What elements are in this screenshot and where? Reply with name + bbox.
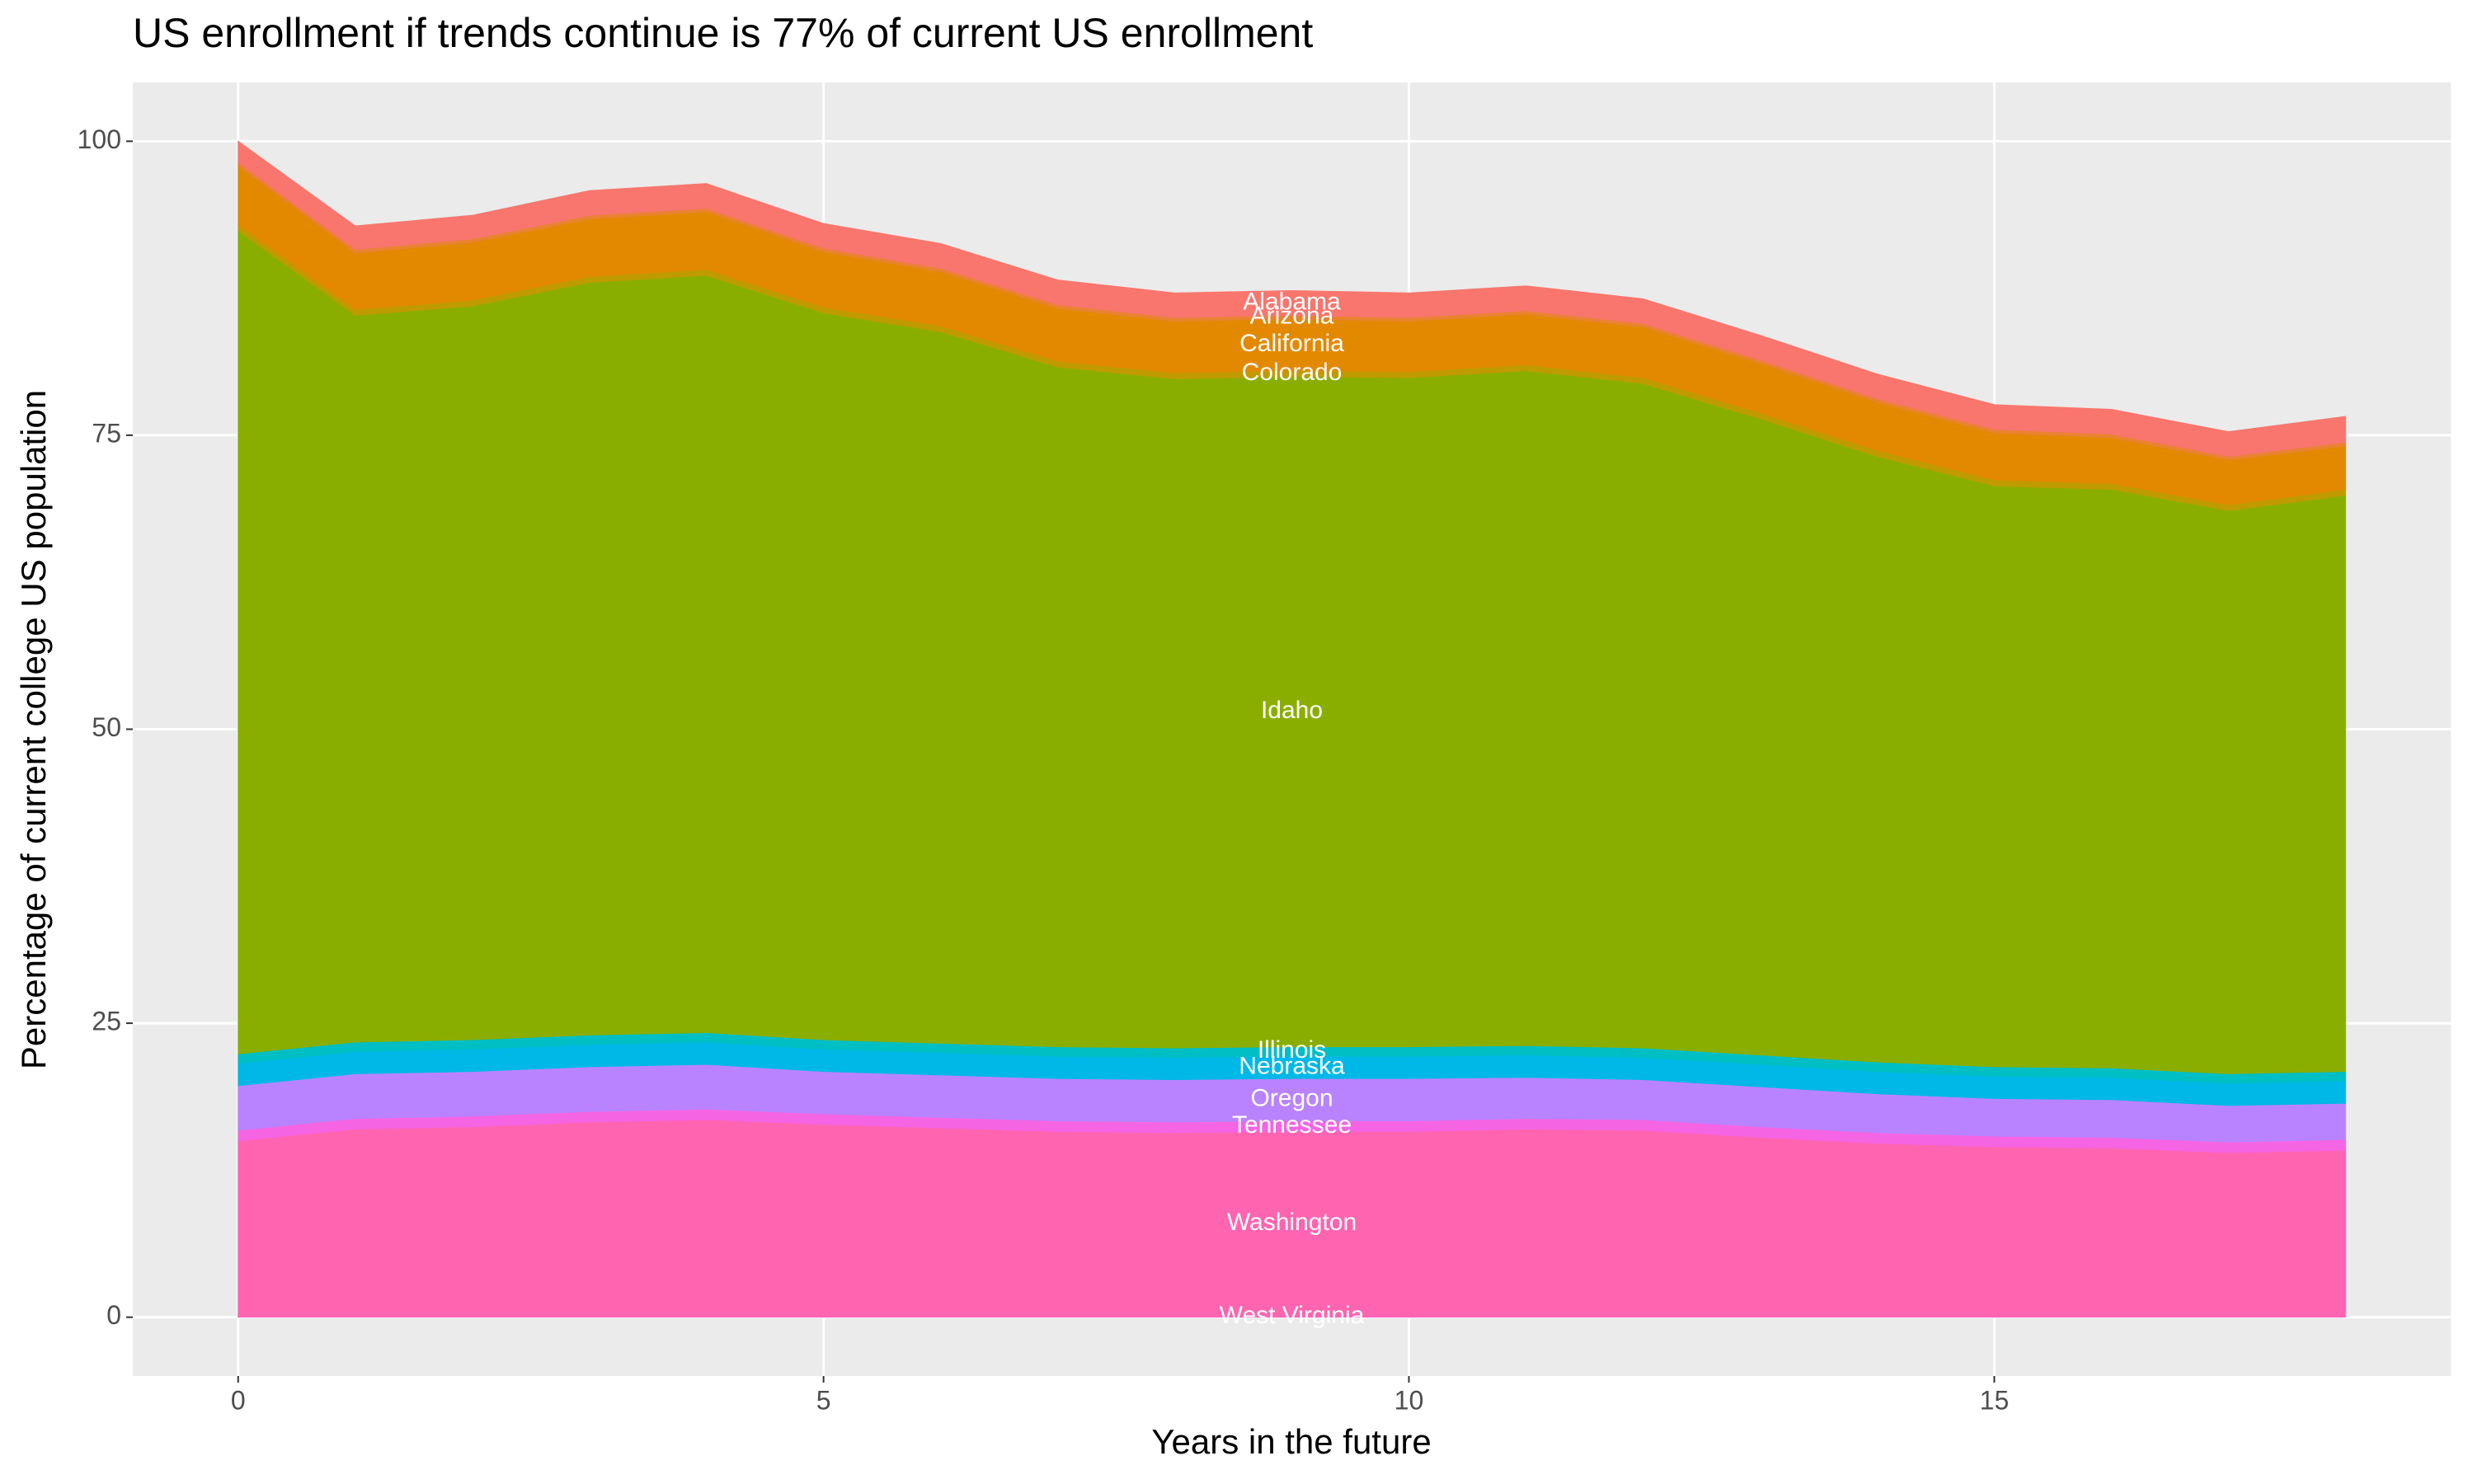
area-label: West Virginia	[1220, 1302, 1365, 1329]
y-tick-label: 0	[106, 1300, 121, 1330]
x-tick-label: 10	[1395, 1385, 1424, 1415]
y-tick-label: 100	[78, 124, 121, 154]
area	[238, 140, 2346, 458]
y-axis-title: Percentage of current college US populat…	[14, 390, 53, 1069]
area-label: Colorado	[1242, 359, 1343, 386]
x-tick-label: 0	[231, 1385, 246, 1415]
y-tick-label: 50	[92, 712, 121, 742]
x-tick-label: 15	[1980, 1385, 2010, 1415]
chart-title: US enrollment if trends continue is 77% …	[133, 10, 1313, 56]
area-label: Illinois	[1258, 1036, 1326, 1064]
x-tick-label: 5	[816, 1385, 831, 1415]
y-tick-label: 25	[92, 1007, 121, 1036]
area-label: Arizona	[1250, 302, 1334, 329]
area-label: Nebraska	[1239, 1053, 1345, 1080]
area-label: Tennessee	[1232, 1111, 1352, 1139]
area-label: California	[1239, 330, 1344, 357]
area-label: Oregon	[1250, 1085, 1333, 1112]
area-label: Washington	[1227, 1209, 1357, 1236]
x-axis-title: Years in the future	[1151, 1422, 1431, 1461]
y-tick-label: 75	[92, 418, 121, 448]
area-label: Idaho	[1261, 697, 1323, 724]
area-label: Alabama	[1243, 288, 1341, 315]
